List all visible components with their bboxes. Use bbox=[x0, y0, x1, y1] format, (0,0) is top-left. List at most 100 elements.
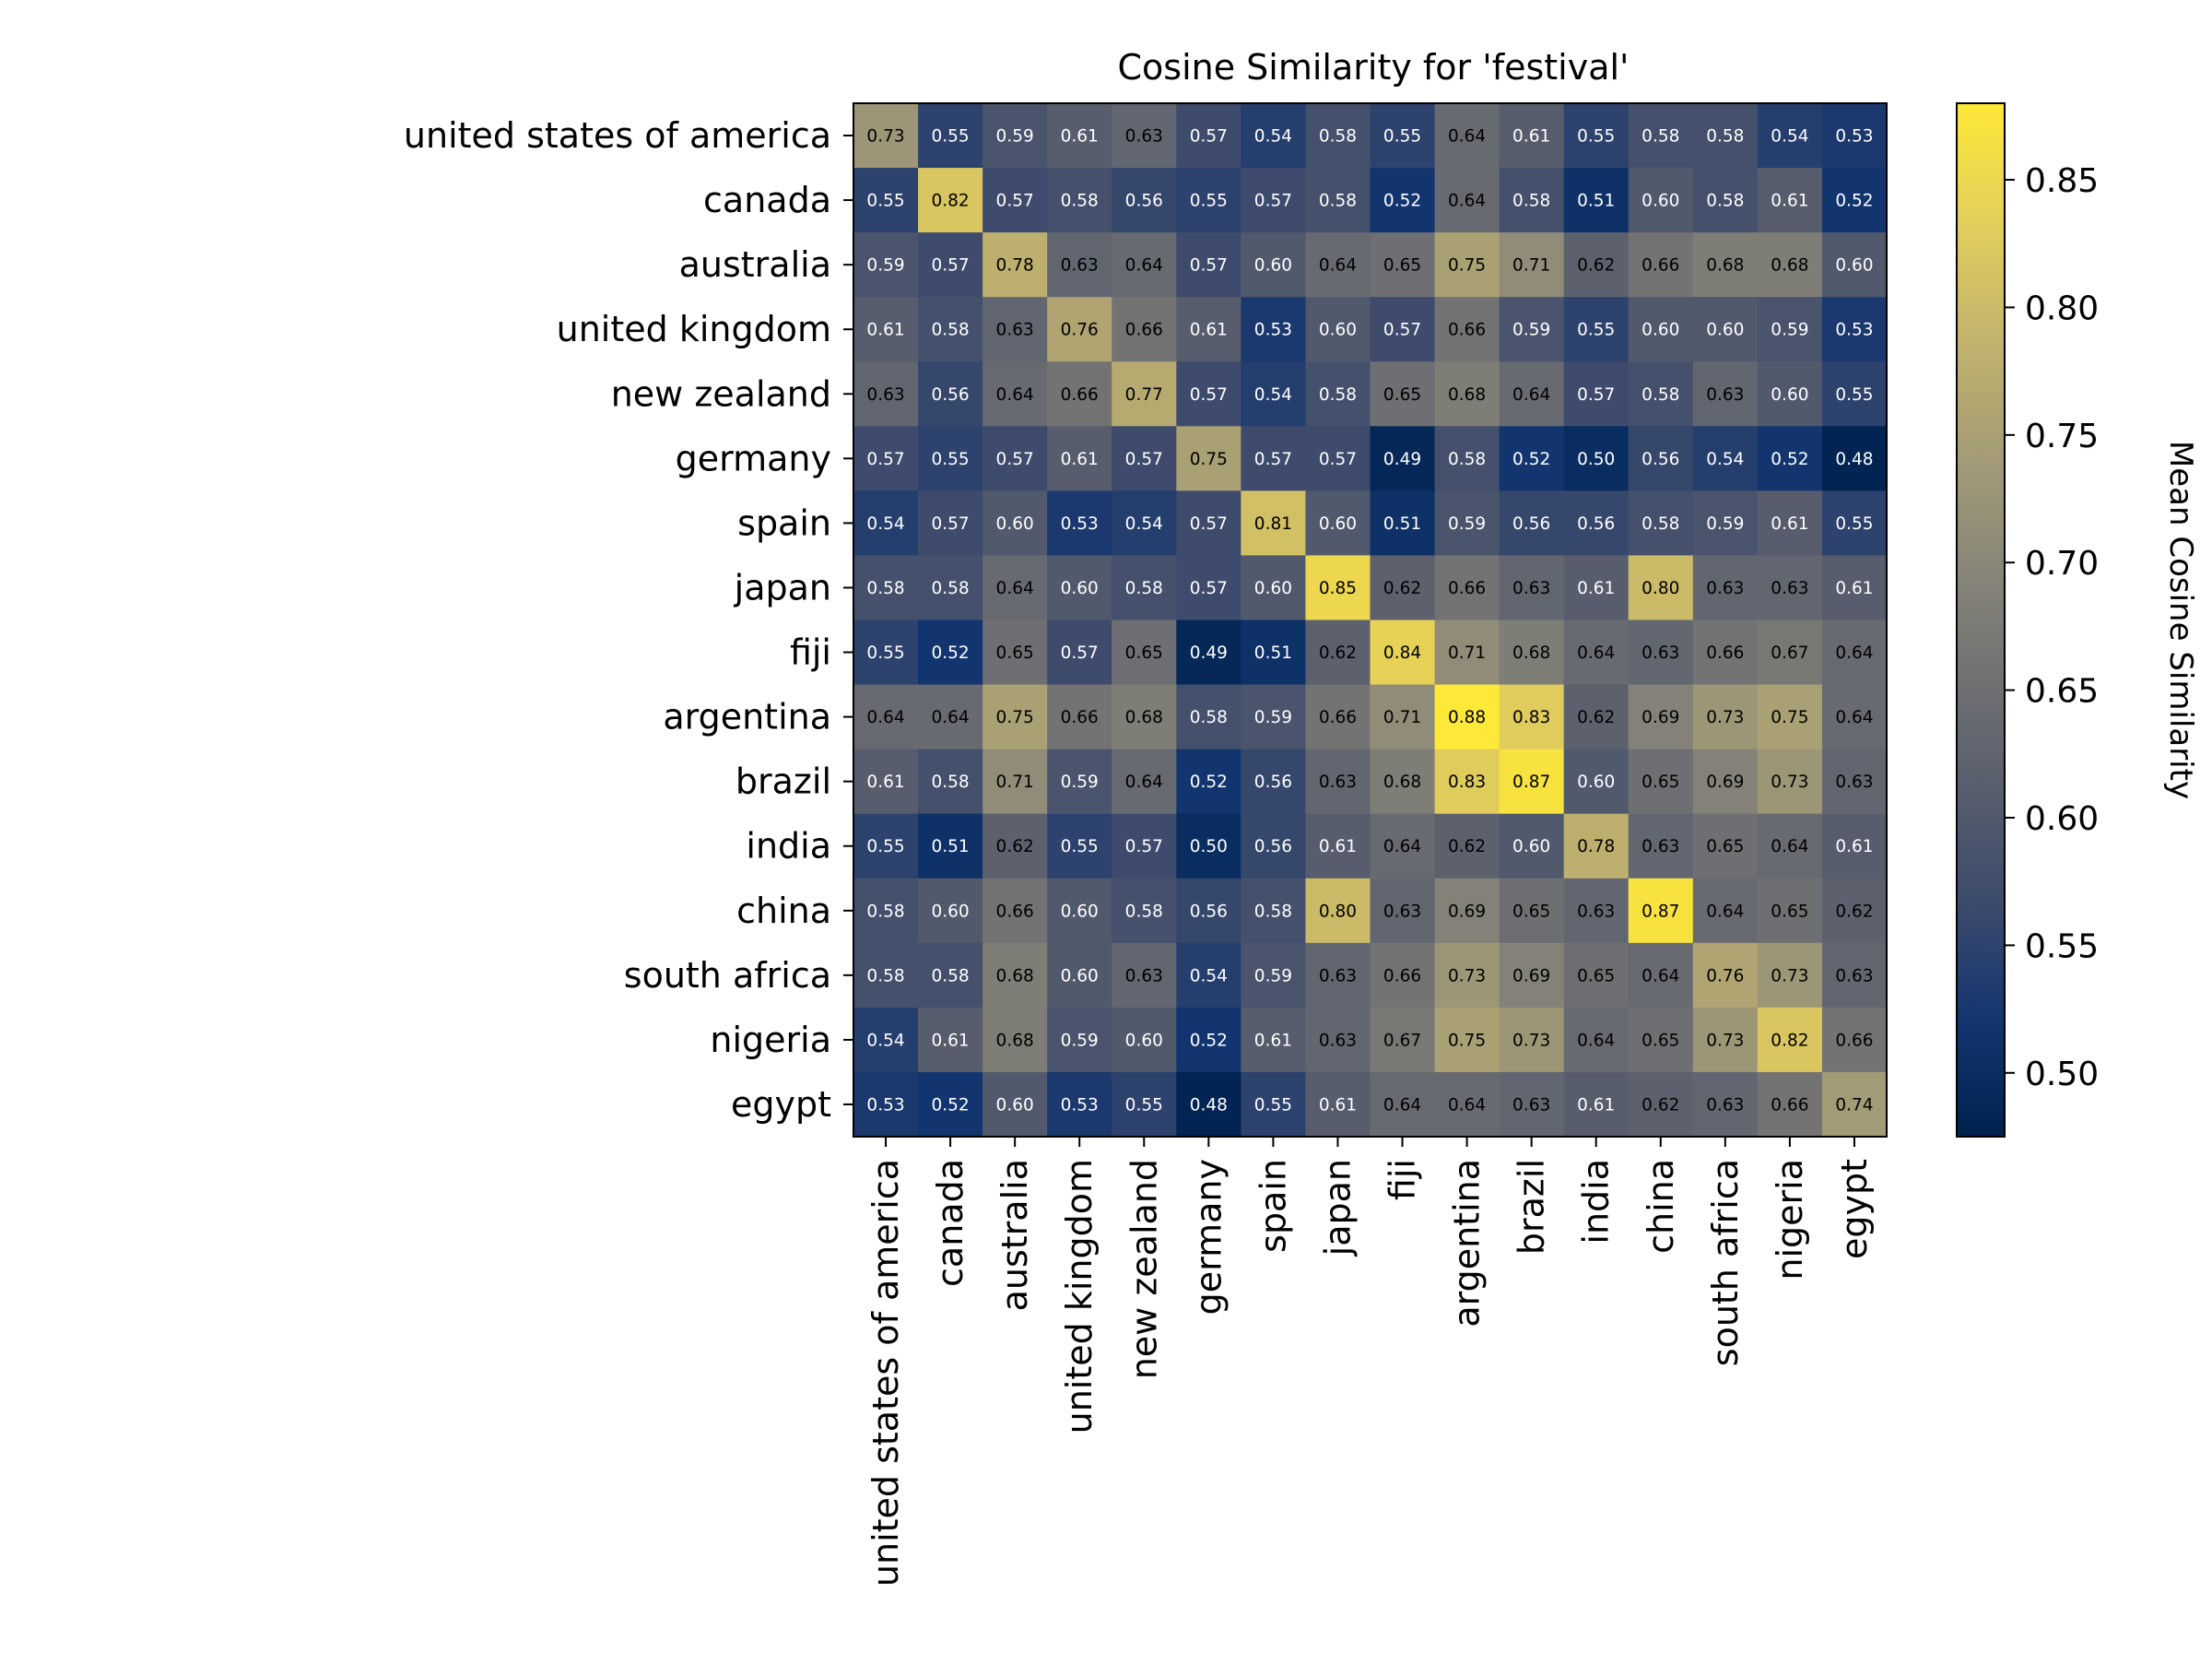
chart-title: Cosine Similarity for 'festival' bbox=[1118, 47, 1630, 88]
heatmap-cell bbox=[1176, 1071, 1241, 1138]
cell-value-label: 0.54 bbox=[1706, 450, 1744, 469]
heatmap-cell bbox=[1305, 1007, 1371, 1073]
heatmap-cell bbox=[1305, 813, 1371, 879]
heatmap-cell bbox=[918, 813, 983, 879]
cell-value-label: 0.68 bbox=[1512, 643, 1550, 663]
heatmap-cell bbox=[1692, 878, 1759, 944]
cell-value-label: 0.58 bbox=[1641, 514, 1679, 534]
heatmap-cell bbox=[1370, 103, 1436, 169]
cell-value-label: 0.53 bbox=[866, 1095, 904, 1115]
cell-value-label: 0.57 bbox=[1061, 643, 1099, 663]
cell-value-label: 0.63 bbox=[1512, 1095, 1550, 1115]
heatmap-cell bbox=[982, 426, 1048, 491]
cell-value-label: 0.58 bbox=[931, 966, 969, 985]
heatmap-cell bbox=[1112, 168, 1177, 233]
cell-value-label: 0.68 bbox=[996, 966, 1034, 985]
heatmap-cell bbox=[1370, 490, 1436, 557]
cell-value-label: 0.87 bbox=[1512, 773, 1550, 792]
cell-value-label: 0.71 bbox=[1448, 643, 1486, 663]
heatmap-cell bbox=[1628, 555, 1694, 621]
heatmap-cell bbox=[1305, 232, 1371, 298]
heatmap-cell bbox=[1047, 813, 1112, 879]
cell-value-label: 0.62 bbox=[1577, 708, 1615, 727]
cell-value-label: 0.60 bbox=[1577, 773, 1615, 792]
cell-value-label: 0.59 bbox=[866, 256, 904, 276]
heatmap-cell bbox=[1628, 103, 1694, 169]
cell-value-label: 0.57 bbox=[996, 450, 1034, 469]
cell-value-label: 0.58 bbox=[866, 966, 904, 985]
cell-value-label: 0.60 bbox=[931, 902, 969, 921]
cell-value-label: 0.66 bbox=[1383, 966, 1421, 985]
cell-value-label: 0.53 bbox=[1835, 321, 1873, 340]
heatmap-cell bbox=[1628, 1007, 1694, 1073]
cell-value-label: 0.63 bbox=[1577, 902, 1615, 921]
cell-value-label: 0.51 bbox=[1577, 192, 1615, 211]
heatmap-cell bbox=[1112, 426, 1177, 491]
heatmap-cell bbox=[1692, 297, 1759, 362]
heatmap-cell bbox=[1434, 620, 1500, 686]
x-tick-label: spain bbox=[1253, 1159, 1293, 1253]
heatmap-cell bbox=[1112, 1007, 1177, 1073]
heatmap-cell bbox=[1821, 684, 1888, 750]
heatmap-cell bbox=[1692, 168, 1759, 233]
x-tick-label: united states of america bbox=[865, 1159, 906, 1587]
cell-value-label: 0.57 bbox=[1383, 321, 1421, 340]
cell-value-label: 0.63 bbox=[1835, 966, 1873, 985]
y-tick-label: south africa bbox=[624, 955, 831, 996]
cell-value-label: 0.57 bbox=[1125, 837, 1163, 856]
heatmap-cell bbox=[1112, 878, 1177, 944]
heatmap-cell bbox=[1241, 555, 1307, 621]
cell-value-label: 0.60 bbox=[1641, 192, 1679, 211]
heatmap-cell bbox=[1241, 942, 1307, 1009]
y-tick-label: argentina bbox=[663, 697, 831, 738]
cell-value-label: 0.64 bbox=[1706, 902, 1744, 921]
heatmap-cell bbox=[1434, 232, 1500, 298]
heatmap-cell bbox=[1499, 813, 1565, 879]
heatmap-cell bbox=[1112, 942, 1177, 1009]
cell-value-label: 0.65 bbox=[1383, 385, 1421, 405]
cell-value-label: 0.60 bbox=[1706, 321, 1744, 340]
y-tick-label: spain bbox=[737, 502, 831, 543]
cell-value-label: 0.55 bbox=[1061, 837, 1099, 856]
cell-value-label: 0.66 bbox=[1448, 579, 1486, 598]
heatmap-cell bbox=[1241, 103, 1307, 169]
cell-value-label: 0.58 bbox=[1641, 127, 1679, 147]
cell-value-label: 0.55 bbox=[1383, 127, 1421, 147]
heatmap-cell bbox=[1112, 103, 1177, 169]
heatmap-cell bbox=[1499, 490, 1565, 557]
heatmap-cell bbox=[1176, 361, 1241, 427]
cell-value-label: 0.63 bbox=[1706, 579, 1744, 598]
heatmap-cell bbox=[1499, 684, 1565, 750]
heatmap-cell bbox=[1434, 103, 1500, 169]
heatmap-cell bbox=[1757, 620, 1823, 686]
heatmap-cell bbox=[1305, 749, 1371, 815]
heatmap-cell bbox=[1563, 555, 1630, 621]
y-tick-label: india bbox=[746, 826, 831, 867]
heatmap-cell bbox=[1757, 168, 1823, 233]
heatmap-cell bbox=[853, 1071, 919, 1138]
cell-value-label: 0.77 bbox=[1125, 385, 1163, 405]
heatmap-cell bbox=[1176, 878, 1241, 944]
heatmap-cell bbox=[1241, 620, 1307, 686]
cell-value-label: 0.69 bbox=[1512, 966, 1550, 985]
cell-value-label: 0.64 bbox=[1125, 256, 1163, 276]
cell-value-label: 0.63 bbox=[1706, 385, 1744, 405]
cell-value-label: 0.60 bbox=[1319, 321, 1357, 340]
cell-value-label: 0.59 bbox=[1061, 1031, 1099, 1050]
colorbar-tick-label: 0.75 bbox=[2025, 418, 2099, 455]
cell-value-label: 0.58 bbox=[866, 579, 904, 598]
cell-value-label: 0.59 bbox=[1512, 321, 1550, 340]
cell-value-label: 0.65 bbox=[1383, 256, 1421, 276]
heatmap-cell bbox=[1499, 232, 1565, 298]
heatmap-cell bbox=[1821, 620, 1888, 686]
colorbar-tick-label: 0.70 bbox=[2025, 545, 2099, 583]
heatmap-cell bbox=[918, 684, 983, 750]
cell-value-label: 0.64 bbox=[996, 385, 1034, 405]
heatmap-cell bbox=[1241, 426, 1307, 491]
cell-value-label: 0.60 bbox=[1061, 579, 1099, 598]
heatmap-cell bbox=[1757, 426, 1823, 491]
heatmap-cell bbox=[918, 168, 983, 233]
cell-value-label: 0.58 bbox=[1706, 192, 1744, 211]
cell-value-label: 0.51 bbox=[1383, 514, 1421, 534]
heatmap-cell bbox=[1628, 232, 1694, 298]
